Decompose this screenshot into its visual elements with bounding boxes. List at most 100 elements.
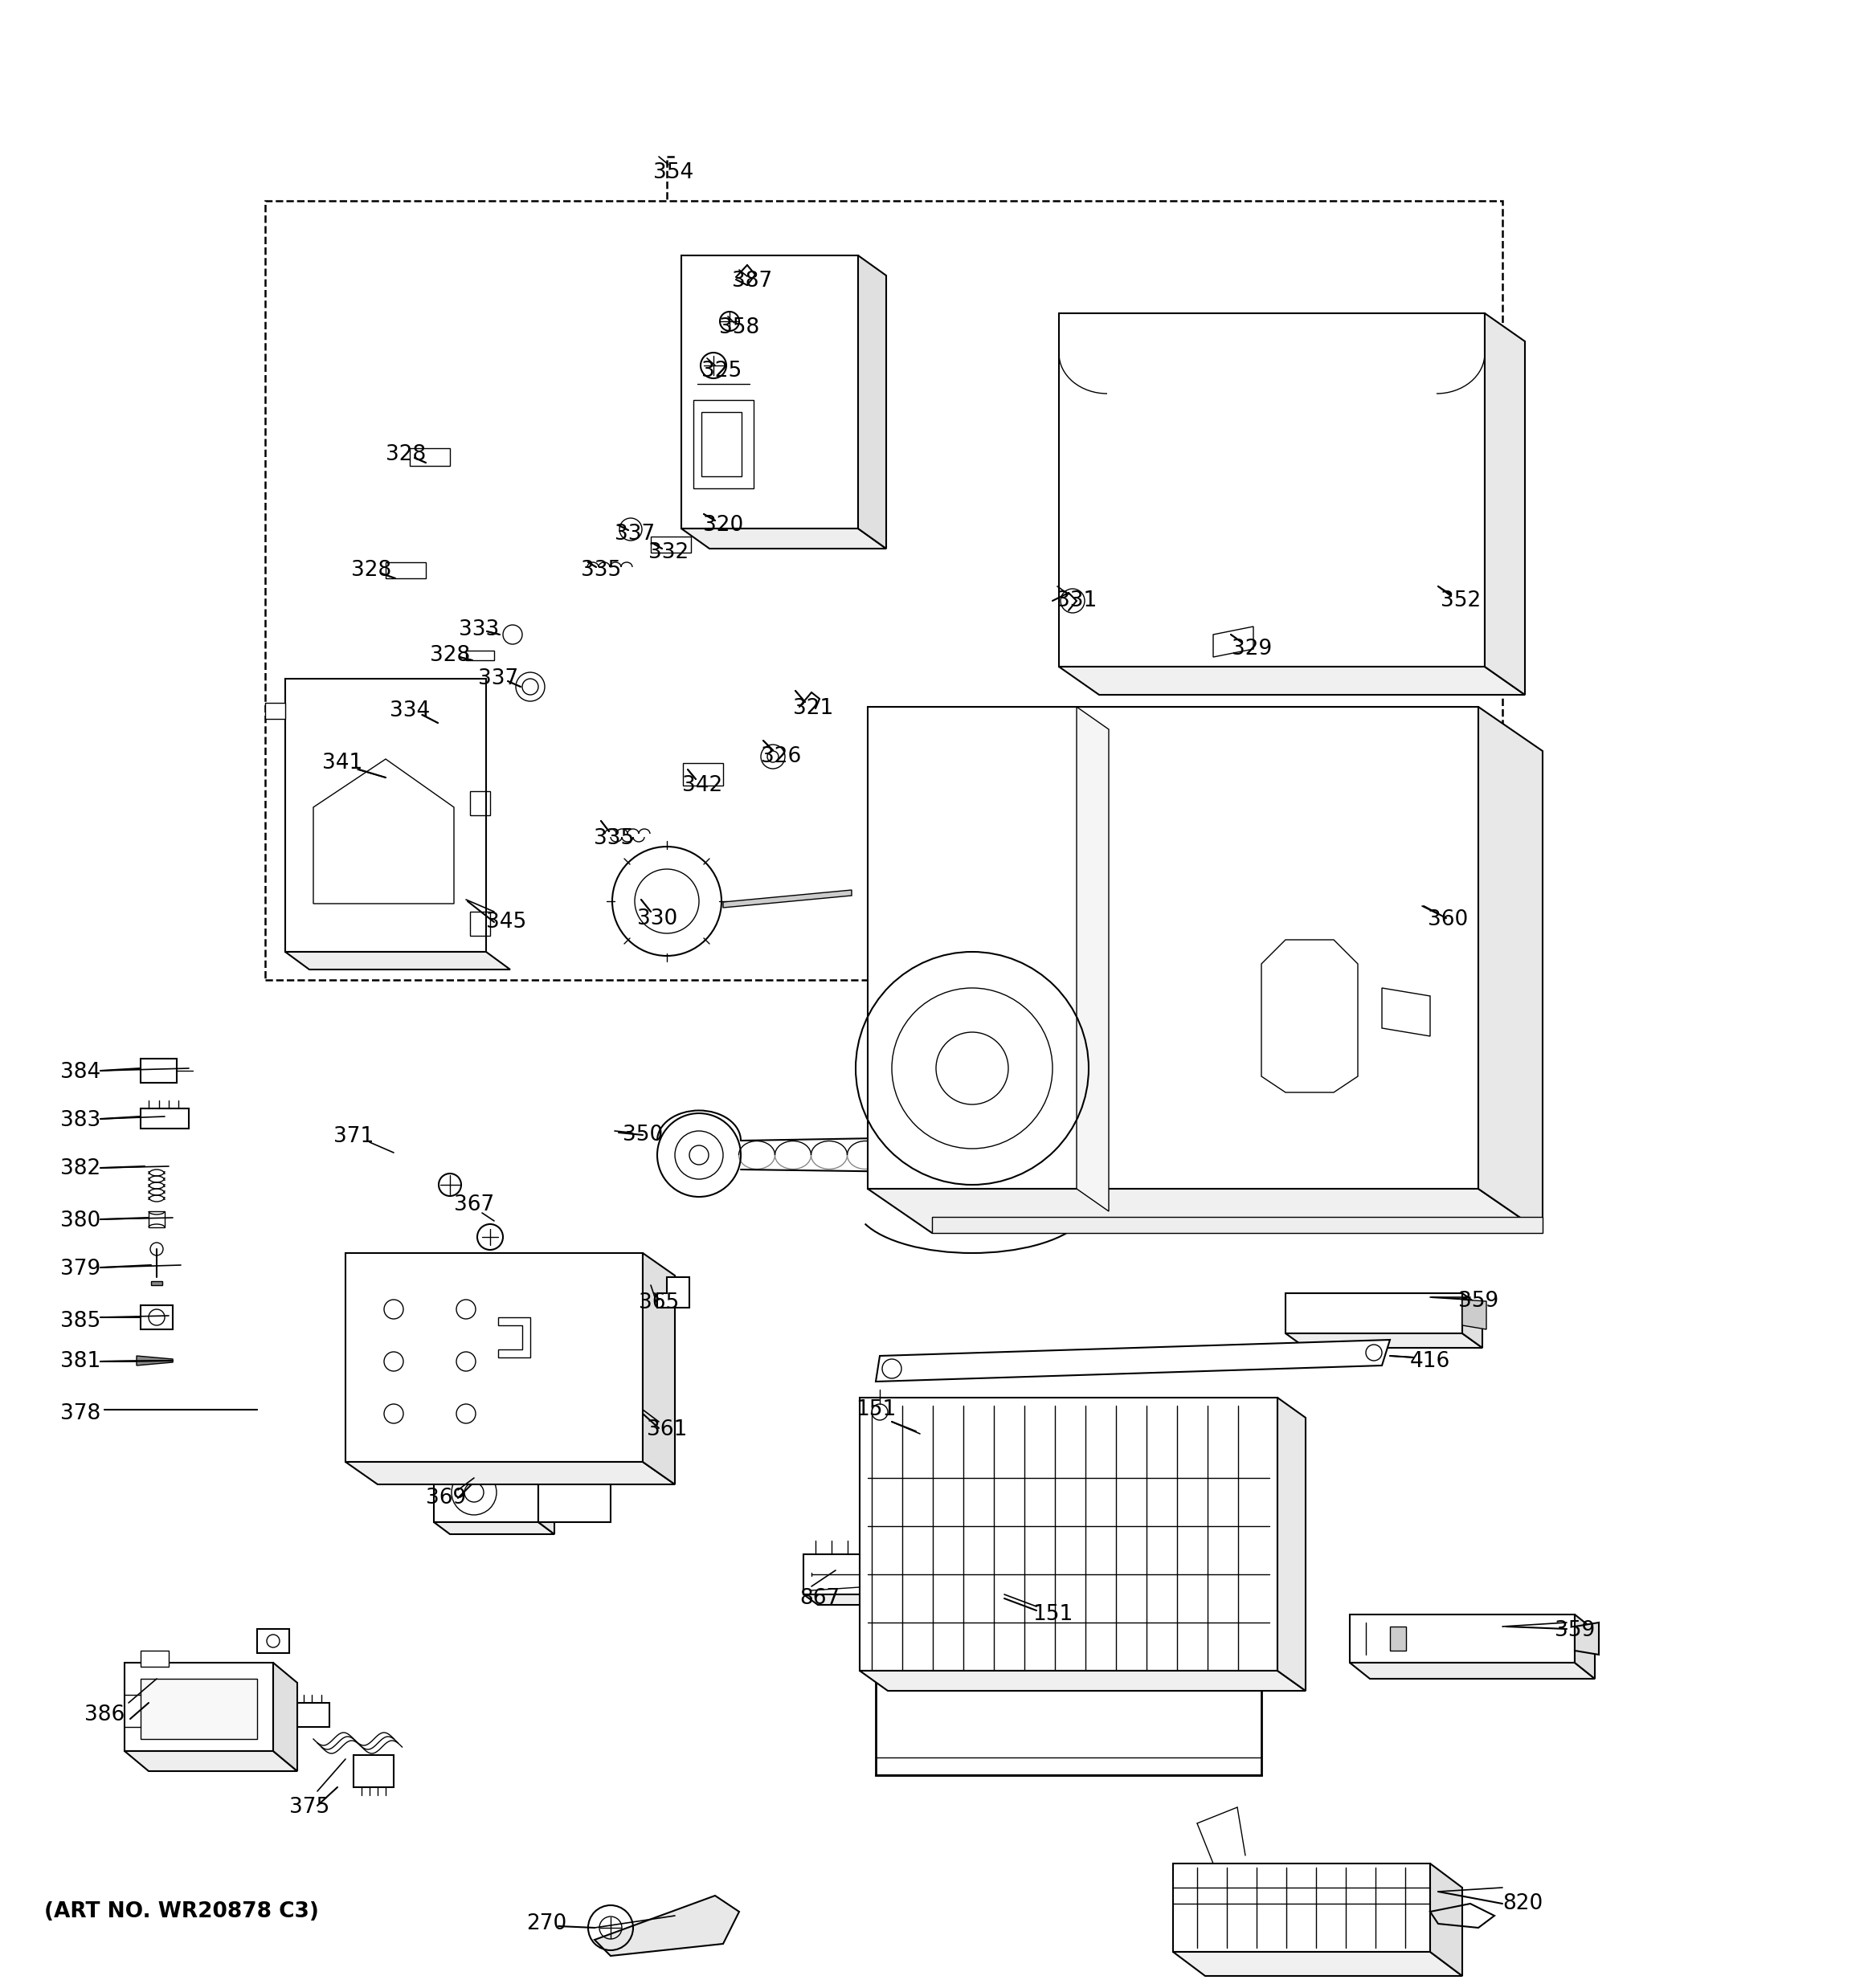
Text: 416: 416: [1410, 1352, 1450, 1372]
Text: 151: 151: [1033, 1604, 1072, 1624]
Polygon shape: [1463, 1300, 1487, 1330]
Polygon shape: [433, 1461, 538, 1523]
Polygon shape: [273, 1662, 297, 1771]
Polygon shape: [346, 1252, 643, 1461]
Text: 270: 270: [527, 1912, 566, 1934]
Polygon shape: [297, 1704, 329, 1728]
Text: 337: 337: [478, 668, 517, 690]
Polygon shape: [803, 1555, 876, 1594]
Polygon shape: [700, 412, 742, 477]
Text: 333: 333: [460, 620, 499, 640]
Text: 386: 386: [84, 1704, 125, 1726]
Polygon shape: [859, 1670, 1306, 1692]
Polygon shape: [265, 704, 286, 720]
Polygon shape: [859, 1398, 1278, 1670]
Text: 326: 326: [760, 746, 801, 767]
Bar: [471, 912, 489, 936]
Polygon shape: [1478, 708, 1543, 1233]
Polygon shape: [1431, 1863, 1463, 1976]
Polygon shape: [932, 1217, 1543, 1233]
Text: 335: 335: [594, 829, 633, 849]
Text: 382: 382: [60, 1159, 101, 1179]
Text: 330: 330: [637, 909, 678, 928]
Text: 334: 334: [390, 700, 430, 722]
Polygon shape: [1278, 1398, 1306, 1692]
Polygon shape: [682, 254, 857, 529]
Polygon shape: [1351, 1662, 1595, 1678]
Text: 320: 320: [702, 515, 743, 535]
Polygon shape: [1575, 1614, 1595, 1678]
Text: 332: 332: [648, 543, 689, 563]
Polygon shape: [876, 1555, 891, 1604]
Text: 321: 321: [792, 698, 833, 720]
Polygon shape: [1076, 708, 1110, 1211]
Polygon shape: [658, 1276, 689, 1308]
Polygon shape: [857, 254, 885, 549]
Polygon shape: [140, 1678, 258, 1740]
Polygon shape: [682, 529, 885, 549]
Polygon shape: [433, 1523, 555, 1535]
Text: 352: 352: [1440, 590, 1481, 610]
Polygon shape: [650, 537, 691, 553]
Text: 359: 359: [1459, 1290, 1498, 1312]
Polygon shape: [286, 952, 510, 970]
Polygon shape: [1463, 1294, 1483, 1348]
Polygon shape: [869, 708, 1478, 1189]
Text: 379: 379: [60, 1258, 101, 1280]
Text: 358: 358: [719, 318, 760, 338]
Text: 342: 342: [682, 775, 723, 795]
Text: 328: 328: [430, 644, 471, 666]
Text: 380: 380: [60, 1211, 101, 1231]
Polygon shape: [803, 1594, 891, 1604]
Text: 328: 328: [351, 561, 392, 580]
Text: 325: 325: [700, 360, 742, 382]
Polygon shape: [1390, 1626, 1407, 1650]
Text: 387: 387: [732, 270, 771, 292]
Polygon shape: [286, 678, 486, 952]
Text: 331: 331: [1057, 590, 1097, 610]
Polygon shape: [1485, 314, 1524, 694]
Polygon shape: [1351, 1614, 1575, 1662]
Polygon shape: [684, 763, 723, 785]
Text: 383: 383: [60, 1109, 101, 1131]
Text: 820: 820: [1502, 1893, 1543, 1914]
Text: 337: 337: [615, 523, 656, 545]
Polygon shape: [353, 1755, 394, 1787]
Polygon shape: [876, 1670, 1261, 1775]
Text: 341: 341: [321, 753, 362, 773]
Polygon shape: [1059, 666, 1524, 694]
Text: 385: 385: [60, 1310, 101, 1332]
Text: 365: 365: [639, 1292, 678, 1314]
Polygon shape: [1382, 988, 1431, 1036]
Polygon shape: [1285, 1294, 1463, 1334]
Text: 359: 359: [1554, 1620, 1595, 1640]
Polygon shape: [594, 1897, 740, 1956]
Polygon shape: [1285, 1334, 1483, 1348]
Polygon shape: [346, 1461, 674, 1485]
Polygon shape: [1173, 1952, 1463, 1976]
Text: 375: 375: [290, 1797, 329, 1817]
Bar: [151, 1280, 163, 1284]
Polygon shape: [1059, 314, 1485, 666]
Text: 360: 360: [1427, 909, 1468, 930]
Text: 381: 381: [60, 1352, 101, 1372]
Polygon shape: [1173, 1863, 1431, 1952]
Polygon shape: [136, 1356, 172, 1366]
Polygon shape: [140, 1306, 172, 1330]
Polygon shape: [140, 1650, 168, 1666]
Text: (ART NO. WR20878 C3): (ART NO. WR20878 C3): [45, 1901, 319, 1922]
Text: 335: 335: [581, 561, 622, 580]
Text: 867: 867: [800, 1588, 841, 1608]
Polygon shape: [1575, 1622, 1599, 1654]
Text: 345: 345: [486, 912, 527, 932]
Polygon shape: [125, 1751, 297, 1771]
Polygon shape: [538, 1437, 611, 1523]
Text: 371: 371: [333, 1125, 374, 1147]
Polygon shape: [140, 1109, 189, 1129]
Text: 367: 367: [454, 1195, 495, 1215]
Polygon shape: [258, 1628, 290, 1654]
Text: 151: 151: [856, 1400, 897, 1419]
Polygon shape: [723, 891, 852, 909]
Text: 361: 361: [646, 1419, 687, 1439]
Polygon shape: [125, 1662, 273, 1751]
